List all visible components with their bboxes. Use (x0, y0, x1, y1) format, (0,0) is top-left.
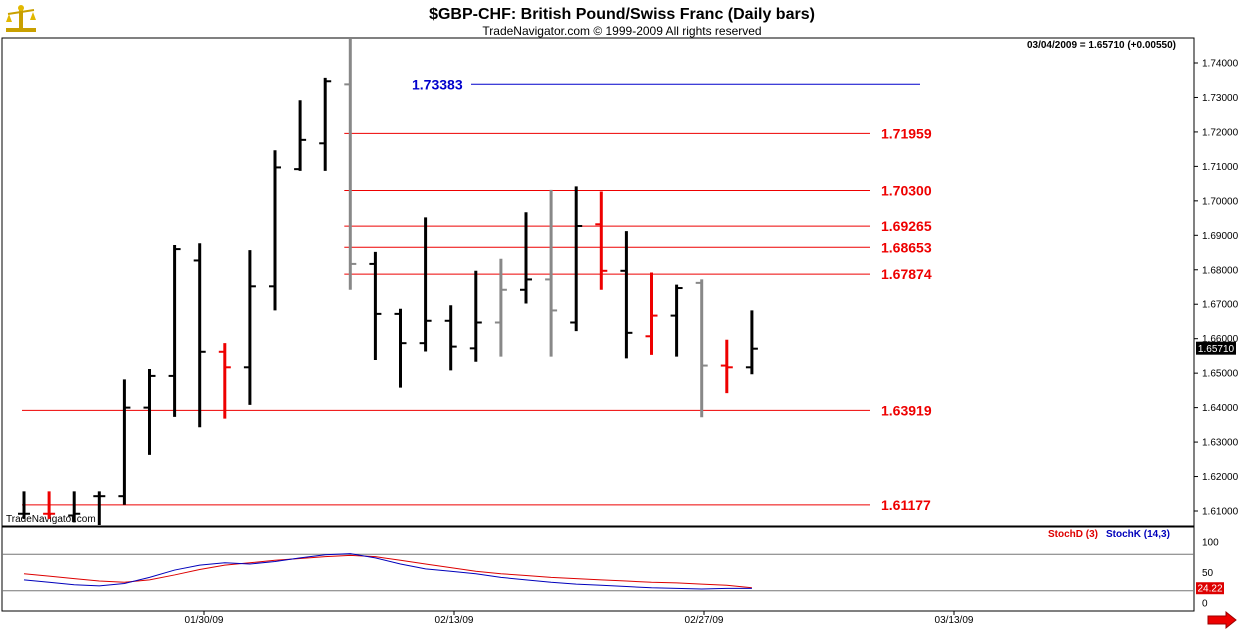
ohlc-bar (695, 279, 708, 418)
price-bars (18, 39, 758, 525)
watermark-text: TradeNavigator.com (6, 514, 96, 525)
ohlc-bar (294, 100, 307, 171)
ohlc-bar (670, 284, 683, 357)
chart-title: $GBP-CHF: British Pound/Swiss Franc (Dai… (429, 6, 815, 23)
y-tick-label: 1.69000 (1202, 231, 1239, 242)
ohlc-bar (394, 308, 407, 388)
ohlc-bar (319, 77, 332, 171)
legend-stochd: StochD (3) (1048, 529, 1098, 540)
ohlc-bar (645, 272, 658, 355)
ohlc-bar (18, 491, 30, 519)
x-ticks: 01/30/09 02/13/09 02/27/09 03/13/09 (185, 611, 974, 626)
ohlc-bar (168, 244, 181, 417)
last-price-tag (1196, 341, 1236, 355)
y-tick-label: 1.65000 (1202, 369, 1239, 380)
x-tick-label: 03/13/09 (935, 615, 974, 626)
ohlc-bar (469, 270, 482, 362)
last-price-label: 1.65710 (1198, 344, 1235, 355)
level-label: 1.61177 (881, 497, 931, 513)
ohlc-bar (419, 217, 432, 352)
stoch-lines (23, 553, 752, 590)
x-tick-label: 01/30/09 (185, 615, 224, 626)
scroll-right-arrow-icon[interactable] (1207, 610, 1237, 630)
ohlc-bar (620, 231, 633, 359)
stoch-tick-label: 50 (1202, 568, 1214, 579)
stoch-value-tag (1196, 582, 1224, 595)
ohlc-bar (243, 250, 256, 405)
stoch-reference-lines (2, 553, 1194, 592)
ohlc-bar (595, 191, 608, 290)
price-y-ticks: 1.74000 1.73000 1.72000 1.71000 1.70000 1.690… (1194, 59, 1239, 518)
y-tick-label: 1.67000 (1202, 300, 1239, 311)
ohlc-bar (369, 251, 382, 361)
level-label: 1.63919 (881, 402, 932, 418)
level-label: 1.71959 (881, 125, 932, 141)
y-tick-label: 1.61000 (1202, 507, 1239, 518)
y-tick-label: 1.73000 (1202, 93, 1239, 104)
legend-stochk: StochK (14,3) (1106, 529, 1170, 540)
level-lines: 1.73383 1.71959 1.70300 1.69265 1.68653 1.678… (22, 76, 932, 513)
y-tick-label: 1.70000 (1202, 196, 1239, 207)
stoch-value-label: 24.22 (1197, 584, 1222, 595)
level-label: 1.70300 (881, 183, 932, 199)
y-tick-label: 1.71000 (1202, 162, 1239, 173)
ohlc-bar (745, 310, 758, 375)
ohlc-bar (143, 369, 156, 455)
stoch-tick-label: 100 (1202, 538, 1219, 549)
y-tick-label: 1.62000 (1202, 472, 1239, 483)
ohlc-bar (520, 212, 532, 304)
scales-icon (6, 5, 36, 32)
ohlc-bar (344, 39, 357, 290)
level-label: 1.68653 (881, 239, 932, 255)
ohlc-bar (444, 305, 457, 371)
stoch-series-line (23, 554, 752, 589)
x-tick-label: 02/27/09 (685, 615, 724, 626)
y-tick-label: 1.68000 (1202, 265, 1239, 276)
ohlc-bar (68, 491, 81, 523)
y-tick-label: 1.74000 (1202, 59, 1239, 70)
ohlc-bar (570, 186, 583, 332)
ohlc-bar (545, 189, 558, 357)
copyright-text: TradeNavigator.com © 1999-2009 All right… (482, 24, 761, 38)
price-readout: 03/04/2009 = 1.65710 (+0.00550) (1027, 40, 1176, 51)
stoch-tick-label: 0 (1202, 599, 1208, 610)
y-tick-label: 1.63000 (1202, 438, 1239, 449)
level-label: 1.67874 (881, 266, 932, 282)
ohlc-bar (494, 258, 507, 357)
ohlc-bar (93, 491, 106, 525)
x-tick-label: 02/13/09 (435, 615, 474, 626)
stoch-y-ticks: 100 50 0 (1202, 538, 1219, 610)
y-tick-label: 1.64000 (1202, 403, 1239, 414)
ohlc-bar (218, 343, 231, 419)
ohlc-bar (269, 150, 281, 311)
y-tick-label: 1.72000 (1202, 127, 1239, 138)
level-label: 1.73383 (412, 76, 463, 92)
stoch-series-line (23, 553, 752, 590)
ohlc-bar (118, 379, 131, 505)
ohlc-bar (720, 339, 733, 394)
ohlc-bar (43, 491, 56, 519)
y-tick-label: 1.66000 (1202, 334, 1239, 345)
level-label: 1.69265 (881, 218, 932, 234)
ohlc-bar (193, 243, 206, 428)
